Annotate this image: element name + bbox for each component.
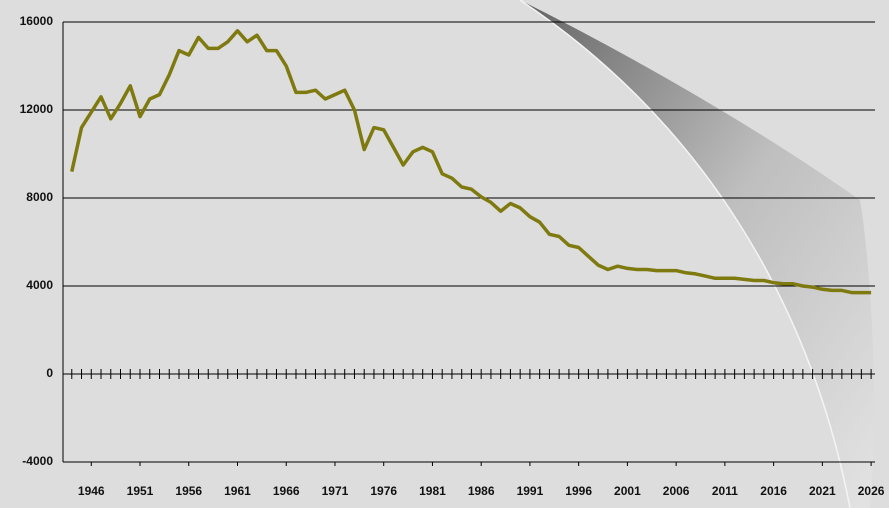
x-tick-label: 2006 [663,484,690,498]
x-tick-label: 1956 [175,484,202,498]
y-tick-label: -4000 [22,454,53,468]
y-tick-label: 8000 [26,190,53,204]
y-tick-label: 0 [46,366,53,380]
x-tick-label: 1951 [127,484,154,498]
x-tick-label: 1966 [273,484,300,498]
y-tick-label: 16000 [20,14,54,28]
x-tick-label: 2011 [712,484,738,498]
x-tick-label: 1996 [565,484,592,498]
x-tick-label: 2001 [614,484,641,498]
x-tick-label: 1986 [468,484,495,498]
page: -4000 0 4000 8000 12000 16000 1946 1951 1956 1961… [0,0,889,508]
x-tick-label: 2026 [858,484,885,498]
y-tick-label: 4000 [26,278,53,292]
x-tick-label: 1991 [517,484,544,498]
x-tick-label: 1981 [419,484,446,498]
x-tick-label: 1976 [370,484,397,498]
x-tick-label: 2021 [809,484,836,498]
x-tick-label: 1961 [224,484,251,498]
x-tick-label: 2016 [760,484,787,498]
background [0,0,889,508]
chart: -4000 0 4000 8000 12000 16000 1946 1951 1956 1961… [0,0,889,508]
x-tick-label: 1971 [322,484,349,498]
x-tick-label: 1946 [78,484,105,498]
y-tick-label: 12000 [20,102,54,116]
